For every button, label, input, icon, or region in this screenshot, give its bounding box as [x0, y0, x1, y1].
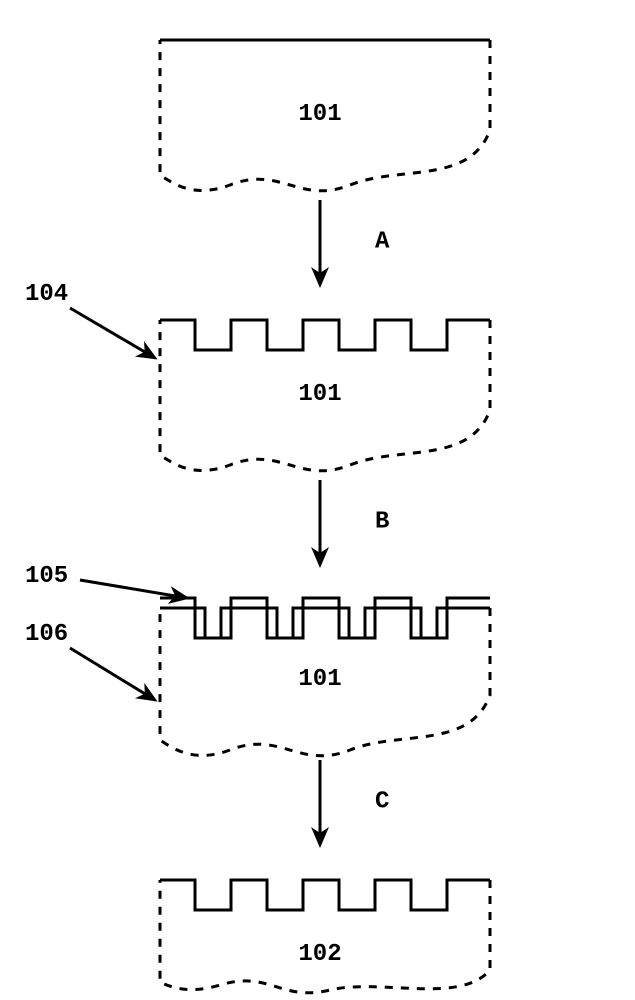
callout-105: 105 — [25, 563, 68, 590]
panel3-film-outer — [160, 598, 490, 638]
panel4-top — [160, 880, 490, 910]
label-C: C — [375, 789, 389, 816]
callout-106-arrow — [70, 648, 155, 700]
panel2-top — [160, 320, 490, 350]
panel2-label: 101 — [298, 381, 341, 408]
callout-104: 104 — [25, 281, 68, 308]
callout-106: 106 — [25, 621, 68, 648]
panel4-dashed — [160, 880, 490, 993]
callout-105-arrow — [80, 580, 187, 598]
panel3-label: 101 — [298, 666, 341, 693]
panel4-label: 102 — [298, 941, 341, 968]
panel3-film-inner — [160, 608, 490, 638]
label-B: B — [375, 509, 389, 536]
label-A: A — [375, 229, 390, 256]
callout-104-arrow — [70, 308, 155, 358]
panel1-label: 101 — [298, 101, 341, 128]
